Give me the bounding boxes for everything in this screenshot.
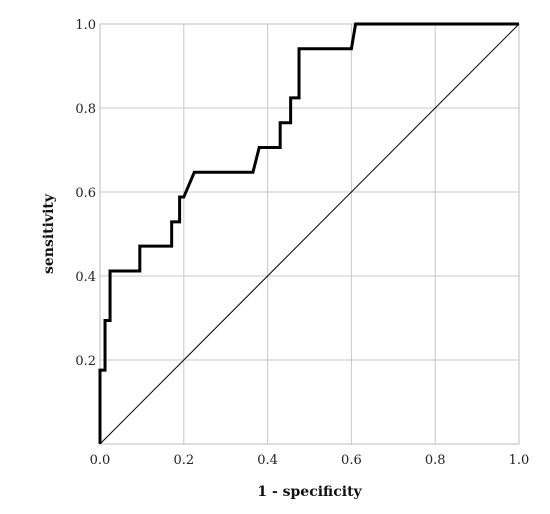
- x-tick-label: 0.2: [173, 453, 194, 468]
- y-tick-label: 1.0: [75, 18, 96, 33]
- x-tick-label: 0.0: [90, 453, 111, 468]
- x-tick-label: 0.6: [341, 453, 362, 468]
- reference-diagonal-line: [99, 23, 520, 445]
- y-tick-label: 0.2: [75, 354, 96, 369]
- x-tick-label: 0.4: [257, 453, 278, 468]
- x-tick-label: 1.0: [509, 453, 530, 468]
- y-tick-labels: 0.2 0.4 0.6 0.8 1.0: [75, 18, 96, 369]
- y-axis-title: sensitivity: [41, 193, 57, 274]
- roc-curve-line: [98, 22, 519, 444]
- reference-line-group: [99, 23, 520, 445]
- roc-series-group: [98, 22, 519, 444]
- y-tick-label: 0.4: [75, 270, 96, 285]
- x-tick-label: 0.8: [425, 453, 446, 468]
- x-axis-title: 1 - specificity: [257, 484, 362, 500]
- plot-frame: [99, 23, 520, 445]
- y-tick-label: 0.8: [75, 102, 96, 117]
- x-tick-labels: 0.0 0.2 0.4 0.6 0.8 1.0: [90, 453, 530, 468]
- y-tick-label: 0.6: [75, 186, 96, 201]
